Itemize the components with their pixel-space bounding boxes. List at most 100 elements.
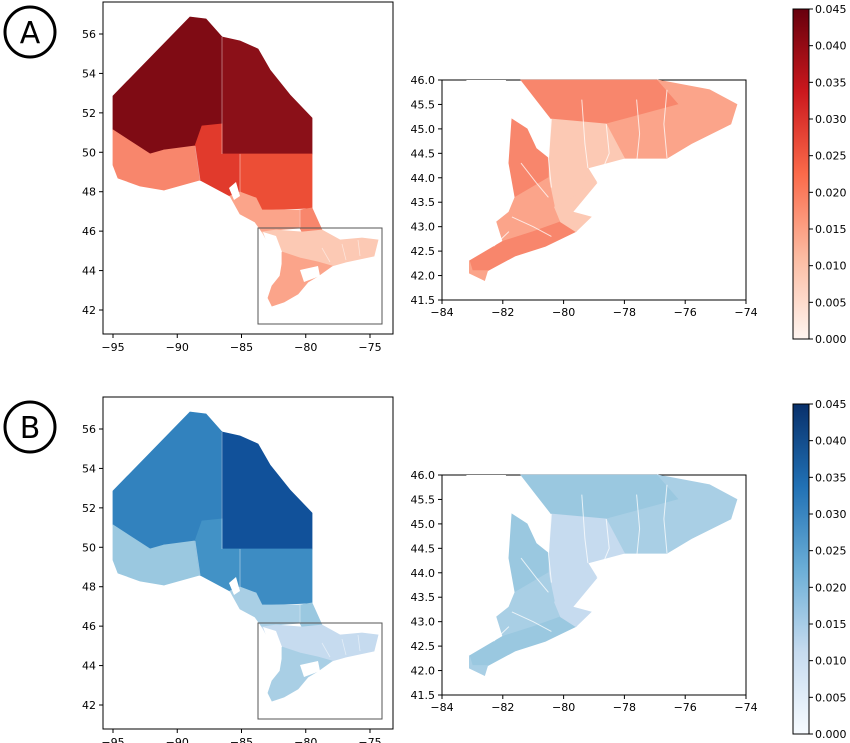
colorbar-tick-label: 0.005 bbox=[815, 296, 847, 309]
colorbar-tick-label: 0.010 bbox=[815, 655, 847, 668]
lake-ontario-shore bbox=[300, 661, 320, 677]
inset-xtick-label: −80 bbox=[552, 701, 575, 714]
inset-ytick-label: 43.0 bbox=[411, 616, 436, 629]
main-ytick-label: 48 bbox=[82, 581, 96, 594]
lake-nipigon bbox=[229, 577, 240, 595]
region-main-9 bbox=[267, 251, 333, 307]
main-ytick-label: 52 bbox=[82, 107, 96, 120]
inset-ytick-label: 46.0 bbox=[411, 74, 436, 87]
region-inset-3 bbox=[508, 118, 549, 198]
main-xtick-label: −90 bbox=[166, 341, 189, 354]
colorbar-tick-label: 0.020 bbox=[815, 581, 847, 594]
main-ytick-label: 42 bbox=[82, 304, 96, 317]
inset-border-1 bbox=[581, 494, 589, 564]
region-inset-6 bbox=[553, 561, 598, 628]
inset-ytick-label: 45.0 bbox=[411, 518, 436, 531]
main-ytick-label: 54 bbox=[82, 67, 96, 80]
inset-xtick-label: −76 bbox=[674, 306, 697, 319]
region-main-2 bbox=[112, 129, 165, 191]
inset-xtick-label: −78 bbox=[613, 701, 636, 714]
colorbar-tick-label: 0.000 bbox=[815, 333, 847, 346]
main-xtick-label: −75 bbox=[358, 341, 381, 354]
inset-ytick-label: 41.5 bbox=[411, 689, 436, 702]
panel-label: B bbox=[20, 411, 41, 446]
colorbar-tick-label: 0.000 bbox=[815, 728, 847, 741]
inset-border-2 bbox=[596, 123, 610, 183]
main-map: −95 −90 −85 −80 −75 56 54 52 50 48 46 44 42 bbox=[82, 396, 394, 743]
main-ytick-label: 52 bbox=[82, 502, 96, 515]
colorbar-tick-label: 0.020 bbox=[815, 186, 847, 199]
inset-border-6 bbox=[511, 611, 552, 632]
colorbar-tick-label: 0.035 bbox=[815, 471, 847, 484]
inset-xtick-label: −76 bbox=[674, 701, 697, 714]
main-xtick-label: −80 bbox=[294, 341, 317, 354]
inset-border-6 bbox=[511, 216, 552, 237]
colorbar: 0.045 0.040 0.035 0.030 0.025 0.020 0.015 0.010… bbox=[792, 398, 847, 741]
colorbar-tick-label: 0.015 bbox=[815, 618, 847, 631]
inset-xtick-label: −74 bbox=[734, 701, 757, 714]
inset-ytick-label: 44.5 bbox=[411, 147, 436, 160]
lake-nipigon bbox=[229, 182, 240, 200]
colorbar-tick-label: 0.030 bbox=[815, 508, 847, 521]
inset-lake-0 bbox=[466, 80, 512, 100]
inset-border-3 bbox=[636, 99, 641, 164]
region-inset-7 bbox=[468, 655, 489, 676]
zoom-box bbox=[257, 622, 383, 720]
inset-border-0 bbox=[547, 514, 552, 583]
inset-xtick-label: −78 bbox=[613, 306, 636, 319]
inset-ytick-label: 45.0 bbox=[411, 123, 436, 136]
colorbar-tick-label: 0.025 bbox=[815, 150, 847, 163]
region-border-5 bbox=[341, 243, 347, 261]
inset-border-1 bbox=[581, 99, 589, 169]
main-ytick-label: 56 bbox=[82, 423, 96, 436]
inset-ytick-label: 42.5 bbox=[411, 245, 436, 258]
inset-ytick-label: 46.0 bbox=[411, 469, 436, 482]
inset-ytick-label: 42.0 bbox=[411, 665, 436, 678]
colorbar: 0.045 0.040 0.035 0.030 0.025 0.020 0.015 0.010… bbox=[792, 3, 847, 346]
inset-border-7 bbox=[493, 626, 510, 642]
colorbar-tick-label: 0.015 bbox=[815, 223, 847, 236]
inset-ytick-label: 42.5 bbox=[411, 640, 436, 653]
region-border-1 bbox=[194, 540, 201, 576]
main-ytick-label: 48 bbox=[82, 186, 96, 199]
panel-label: A bbox=[20, 16, 41, 51]
georgian-bay bbox=[263, 232, 282, 258]
colorbar-tick-label: 0.045 bbox=[815, 3, 847, 16]
inset-ytick-label: 45.5 bbox=[411, 493, 436, 506]
main-ytick-label: 42 bbox=[82, 699, 96, 712]
main-ytick-label: 44 bbox=[82, 660, 96, 673]
inset-ytick-label: 41.5 bbox=[411, 294, 436, 307]
colorbar-tick-label: 0.005 bbox=[815, 691, 847, 704]
region-border-1 bbox=[194, 145, 201, 181]
inset-border-7 bbox=[493, 231, 510, 247]
main-ytick-label: 50 bbox=[82, 146, 96, 159]
inset-lake-1 bbox=[530, 501, 543, 512]
colorbar-ramp bbox=[792, 403, 810, 735]
main-xtick-label: −95 bbox=[101, 736, 124, 743]
colorbar-tick-label: 0.030 bbox=[815, 113, 847, 126]
inset-lake-0 bbox=[466, 475, 512, 495]
colorbar-tick-label: 0.045 bbox=[815, 398, 847, 411]
inset-ytick-label: 43.0 bbox=[411, 221, 436, 234]
colorbar-tick-label: 0.040 bbox=[815, 40, 847, 53]
inset-xtick-label: −84 bbox=[430, 701, 453, 714]
inset-xtick-label: −74 bbox=[734, 306, 757, 319]
inset-ytick-label: 42.0 bbox=[411, 270, 436, 283]
inset-ytick-label: 44.0 bbox=[411, 567, 436, 580]
main-xtick-label: −90 bbox=[166, 736, 189, 743]
main-ytick-label: 50 bbox=[82, 541, 96, 554]
main-xtick-label: −80 bbox=[294, 736, 317, 743]
inset-map: −84 −82 −80 −78 −76 −74 46.0 45.5 45.0 44.5 44.0 43… bbox=[411, 469, 758, 714]
colorbar-tick-label: 0.025 bbox=[815, 545, 847, 558]
inset-ytick-label: 44.5 bbox=[411, 542, 436, 555]
colorbar-tick-label: 0.010 bbox=[815, 260, 847, 273]
panel-label-circle bbox=[3, 5, 57, 59]
region-border-6 bbox=[357, 239, 361, 257]
region-inset-7 bbox=[468, 260, 489, 281]
inset-border-4 bbox=[663, 484, 668, 554]
inset-border-3 bbox=[636, 494, 641, 559]
inset-xtick-label: −82 bbox=[491, 306, 514, 319]
zoom-box bbox=[257, 227, 383, 325]
panel-label-circle bbox=[3, 400, 57, 454]
